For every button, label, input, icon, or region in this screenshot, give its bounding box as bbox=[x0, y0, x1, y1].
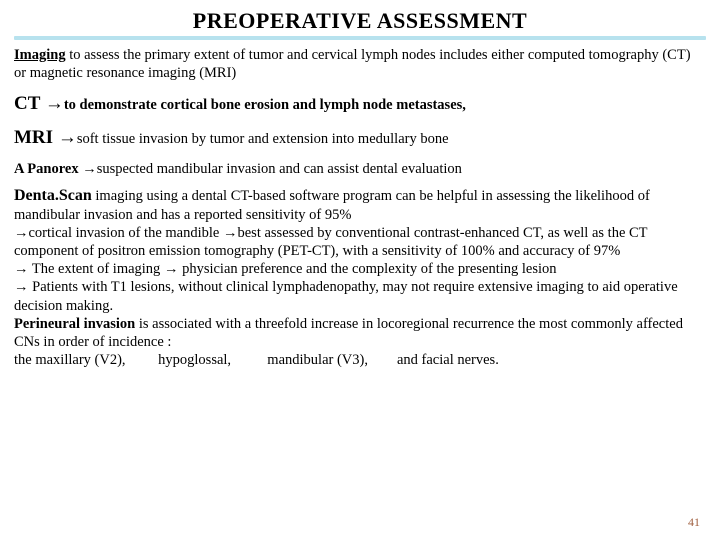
mri-line: MRI →soft tissue invasion by tumor and e… bbox=[14, 126, 706, 150]
denta-text2: cortical invasion of the mandible bbox=[29, 225, 223, 241]
arrow-icon: → bbox=[45, 93, 64, 114]
arrow-icon: → bbox=[14, 225, 29, 241]
mri-text: soft tissue invasion by tumor and extens… bbox=[77, 131, 449, 147]
arrow-icon: → bbox=[58, 127, 77, 148]
dentascan-block: Denta.Scan imaging using a dental CT-bas… bbox=[14, 186, 706, 369]
page-number: 41 bbox=[688, 515, 700, 530]
arrow-icon: → bbox=[223, 225, 238, 241]
denta-text1: imaging using a dental CT-based software… bbox=[14, 188, 650, 223]
arrow-icon: → bbox=[164, 261, 179, 277]
t1-text: Patients with T1 lesions, without clinic… bbox=[14, 279, 678, 313]
extent-text1: The extent of imaging bbox=[29, 261, 164, 277]
ct-line: CT →to demonstrate cortical bone erosion… bbox=[14, 92, 706, 116]
intro-rest: to assess the primary extent of tumor an… bbox=[14, 47, 691, 81]
panorex-label: A Panorex bbox=[14, 161, 82, 177]
arrow-icon: → bbox=[82, 161, 97, 177]
mri-label: MRI bbox=[14, 127, 58, 148]
panorex-text: suspected mandibular invasion and can as… bbox=[97, 161, 462, 177]
panorex-line: A Panorex →suspected mandibular invasion… bbox=[14, 160, 706, 178]
intro-paragraph: Imaging to assess the primary extent of … bbox=[14, 46, 706, 82]
extent-text2: physician preference and the complexity … bbox=[178, 261, 556, 277]
title-underline bbox=[14, 36, 706, 40]
slide-title: PREOPERATIVE ASSESSMENT bbox=[14, 8, 706, 34]
denta-label: Denta.Scan bbox=[14, 187, 92, 204]
nerves-list: the maxillary (V2), hypoglossal, mandibu… bbox=[14, 352, 499, 368]
ct-text: to demonstrate cortical bone erosion and… bbox=[64, 97, 466, 113]
arrow-icon: → bbox=[14, 261, 29, 277]
intro-lead: Imaging bbox=[14, 47, 66, 63]
ct-label: CT bbox=[14, 93, 45, 114]
arrow-icon: → bbox=[14, 279, 29, 295]
perineural-label: Perineural invasion bbox=[14, 316, 135, 332]
